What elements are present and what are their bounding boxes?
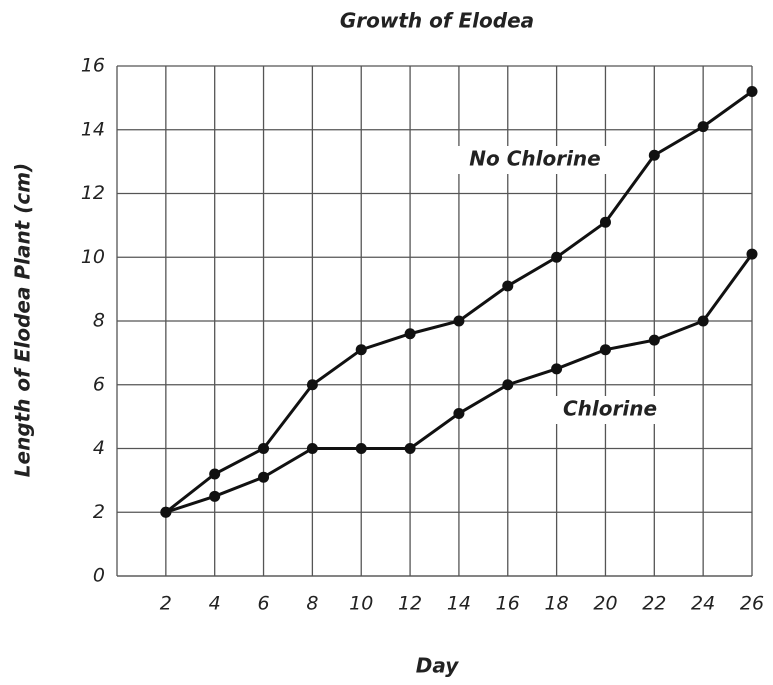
x-tick-label: 24 [691, 593, 715, 615]
point [306, 443, 318, 454]
point [502, 280, 514, 292]
y-tick-label: 2 [93, 501, 105, 523]
point [697, 121, 709, 133]
y-tick-label: 0 [93, 565, 105, 587]
point [160, 506, 172, 518]
point [258, 471, 270, 483]
point [648, 149, 660, 161]
x-tick-label: 6 [257, 593, 269, 615]
point [355, 443, 367, 454]
x-tick-label: 20 [593, 593, 617, 615]
y-tick-label: 16 [81, 55, 105, 77]
x-tick-label: 14 [447, 593, 471, 615]
x-tick-label: 10 [349, 593, 373, 615]
point [209, 490, 221, 502]
x-tick-label: 8 [306, 593, 318, 615]
point [599, 216, 611, 228]
point [502, 379, 514, 391]
y-tick-label: 10 [81, 246, 105, 268]
point [746, 248, 758, 260]
point [453, 315, 465, 327]
point [697, 315, 709, 327]
point [746, 86, 758, 97]
x-axis-label: Day [416, 654, 459, 678]
point [551, 363, 563, 375]
x-tick-label: 16 [496, 593, 520, 615]
point [404, 328, 416, 340]
point [453, 407, 465, 419]
y-tick-label: 8 [93, 310, 105, 332]
label-bg [457, 146, 613, 174]
point [648, 334, 660, 346]
series-label: Chlorine [563, 397, 657, 421]
point [209, 468, 221, 480]
y-tick-label: 12 [81, 182, 105, 204]
x-tick-label: 18 [545, 593, 569, 615]
y-tick-label: 14 [81, 118, 105, 140]
x-tick-label: 26 [740, 593, 764, 615]
y-axis-label: Length of Elodea Plant (cm) [11, 163, 35, 477]
point [258, 443, 270, 454]
x-tick-label: 22 [642, 593, 666, 615]
chart-title: Growth of Elodea [340, 9, 534, 33]
x-tick-label: 12 [398, 593, 422, 615]
point [599, 344, 611, 356]
label-bg [532, 396, 688, 424]
x-tick-label: 4 [209, 593, 221, 615]
series-label: No Chlorine [469, 147, 600, 171]
y-tick-label: 6 [93, 373, 105, 395]
point [306, 379, 318, 391]
point [551, 251, 563, 263]
point [355, 344, 367, 356]
y-tick-label: 4 [93, 437, 105, 459]
x-tick-label: 2 [160, 593, 172, 615]
point [404, 443, 416, 454]
